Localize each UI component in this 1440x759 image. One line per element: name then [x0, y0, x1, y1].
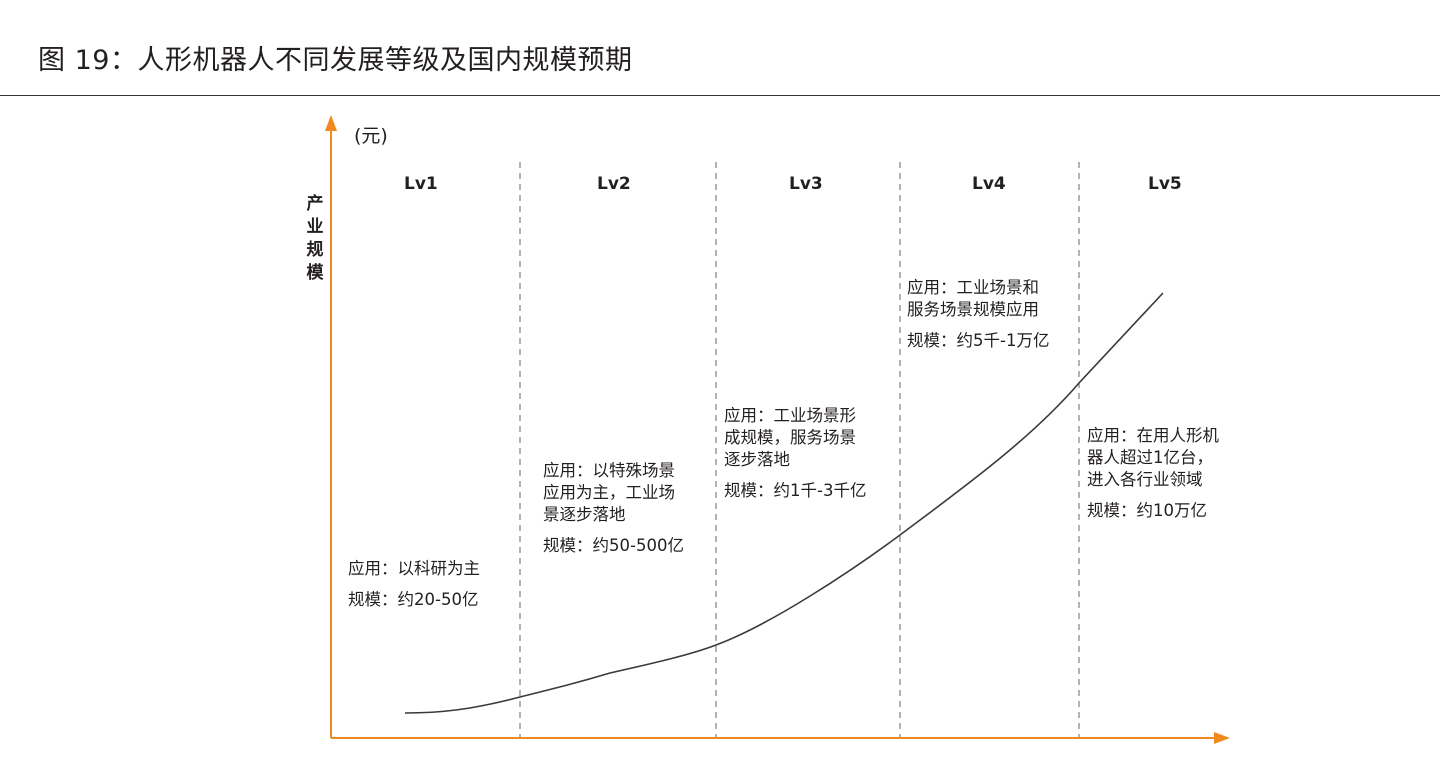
y-axis-arrow	[325, 115, 337, 131]
growth-curve	[404, 292, 1164, 714]
y-axis-label: 产业规模	[306, 194, 324, 283]
axes	[325, 115, 1230, 744]
level-lv2-description: 应用：以特殊场景 应用为主，工业场 景逐步落地 规模：约50-500亿	[543, 460, 684, 557]
level-lv1-label: Lv1	[404, 174, 438, 194]
level-lv4-application: 应用：工业场景和 服务场景规模应用	[907, 278, 1039, 319]
y-axis-unit: (元)	[354, 125, 388, 147]
level-lv2-application: 应用：以特殊场景 应用为主，工业场 景逐步落地	[543, 461, 675, 524]
level-lv4-scale: 规模：约5千-1万亿	[907, 331, 1050, 350]
figure-title: 图 19：人形机器人不同发展等级及国内规模预期	[38, 45, 633, 76]
level-lv1-application: 应用：以科研为主	[348, 559, 480, 578]
level-lv5-description: 应用：在用人形机 器人超过1亿台， 进入各行业领域 规模：约10万亿	[1087, 425, 1219, 522]
level-lv5-scale: 规模：约10万亿	[1087, 501, 1207, 520]
level-lv1-scale: 规模：约20-50亿	[348, 590, 479, 609]
level-separators	[519, 162, 1080, 738]
level-lv5-application: 应用：在用人形机 器人超过1亿台， 进入各行业领域	[1087, 426, 1219, 489]
x-axis-arrow	[1214, 732, 1230, 744]
level-lv4-description: 应用：工业场景和 服务场景规模应用 规模：约5千-1万亿	[907, 277, 1049, 352]
level-lv1-description: 应用：以科研为主 规模：约20-50亿	[348, 558, 480, 611]
title-divider	[0, 95, 1440, 96]
level-lv3-scale: 规模：约1千-3千亿	[724, 481, 867, 500]
level-lv3-description: 应用：工业场景形 成规模，服务场景 逐步落地 规模：约1千-3千亿	[724, 405, 866, 502]
level-lv4-label: Lv4	[972, 174, 1006, 194]
level-lv3-label: Lv3	[789, 174, 823, 194]
level-lv3-application: 应用：工业场景形 成规模，服务场景 逐步落地	[724, 406, 856, 469]
level-lv2-label: Lv2	[597, 174, 631, 194]
level-lv5-label: Lv5	[1148, 174, 1182, 194]
level-lv2-scale: 规模：约50-500亿	[543, 536, 684, 555]
